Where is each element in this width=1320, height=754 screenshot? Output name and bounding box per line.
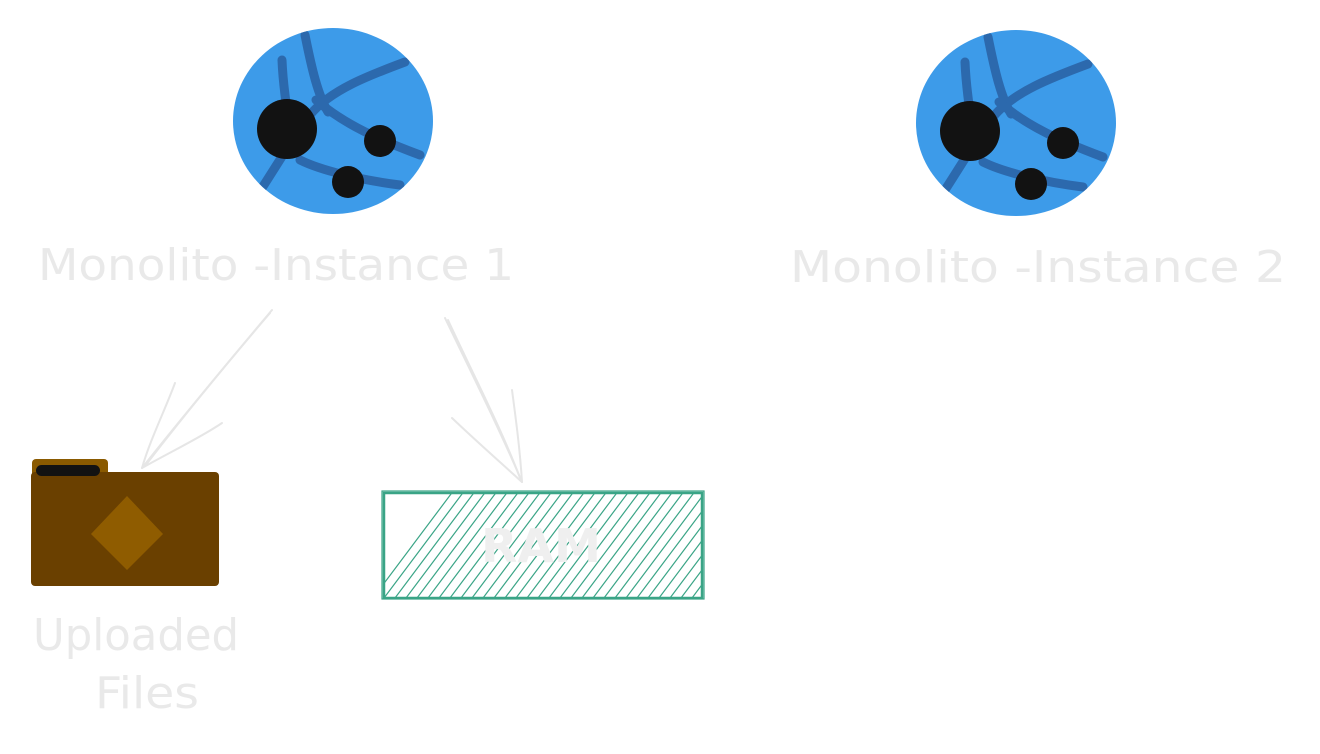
instance-2-label: Monolito -Instance 2 [790,242,1286,293]
uploaded-files-label-line-2: Files [95,668,199,719]
arrow-to-ram [444,317,523,483]
ram-box: RAM [381,490,705,600]
arrow-to-uploaded-files [141,309,273,469]
instance-1-label: Monolito -Instance 1 [38,240,514,291]
instance-2-globe-icon [916,30,1116,216]
instance-1-globe-icon [233,28,433,214]
ram-label: RAM [481,519,601,573]
uploaded-files-label-line-1: Uploaded [33,610,239,661]
folder-icon [31,459,219,586]
